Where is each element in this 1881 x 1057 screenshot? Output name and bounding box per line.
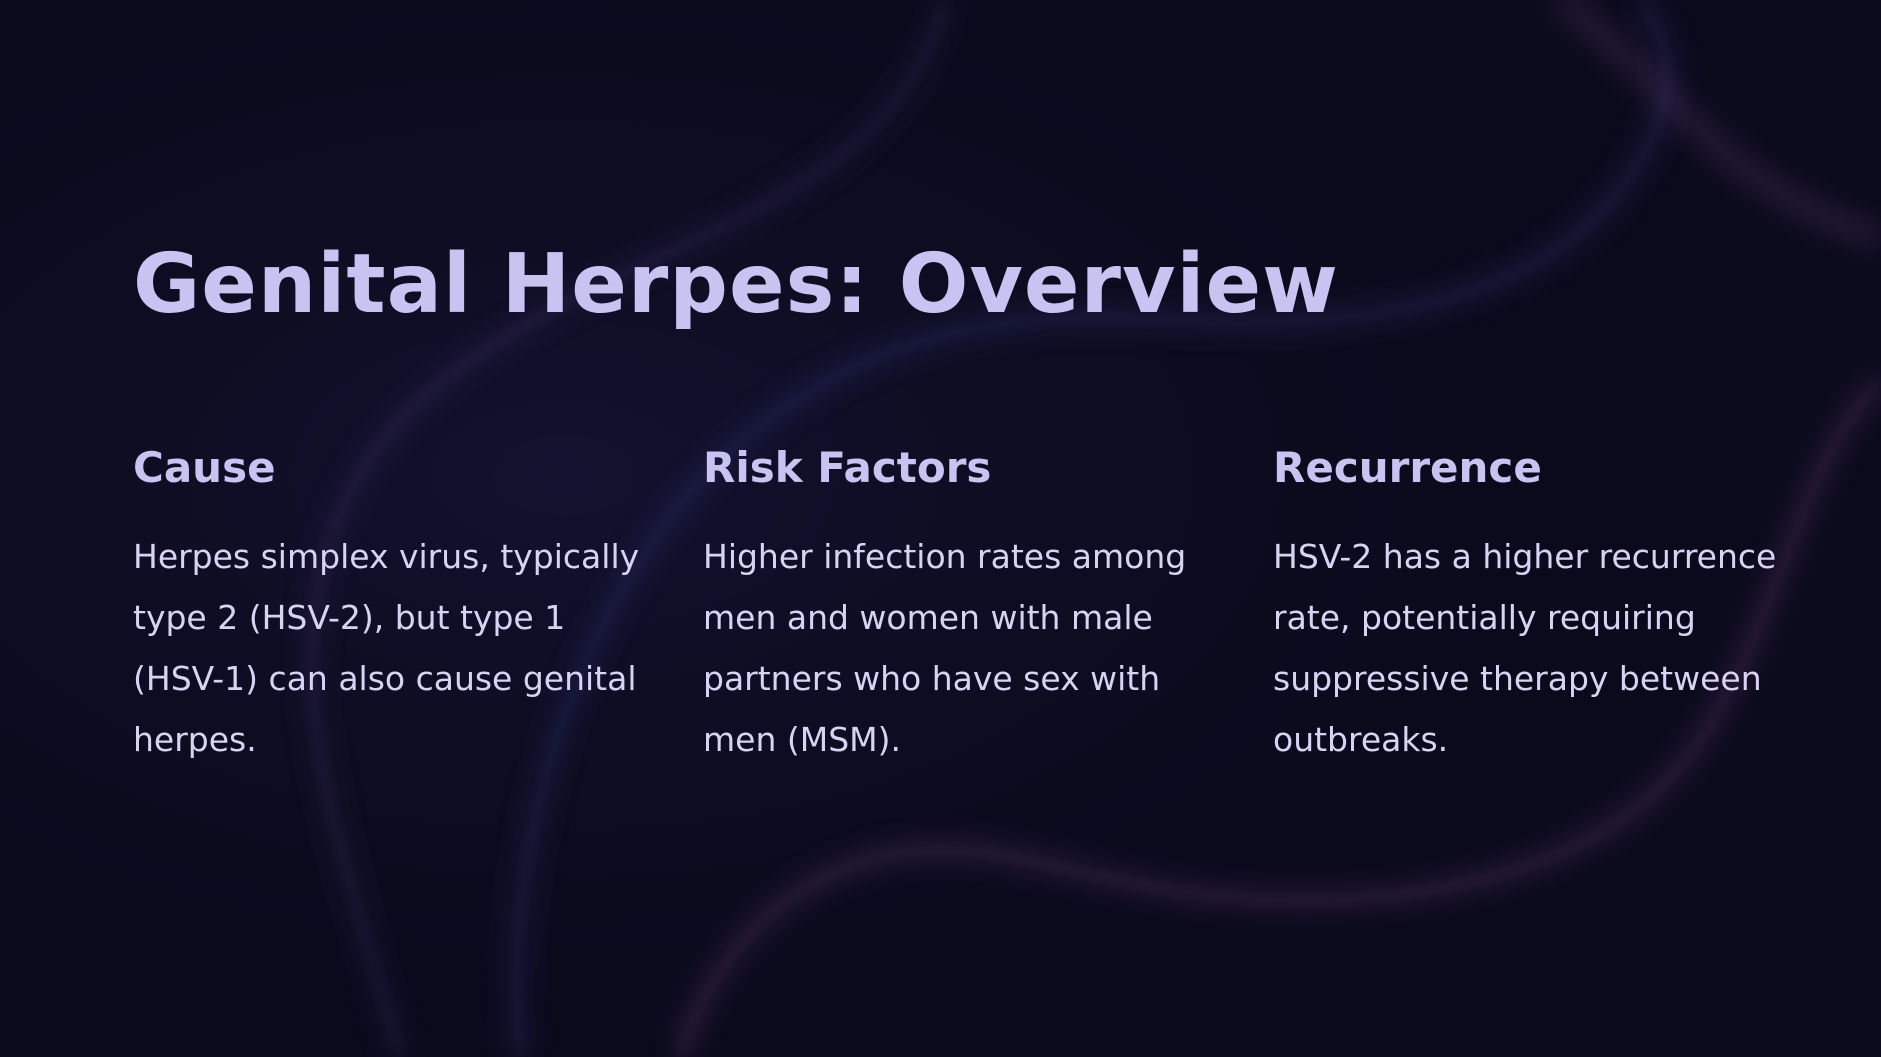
overview-columns: Cause Herpes simplex virus, typically ty… xyxy=(133,440,1813,840)
risk-factors-line: men and women with male xyxy=(703,598,1153,637)
cause-line: type 2 (HSV-2), but type 1 xyxy=(133,598,566,637)
risk-factors-line: Higher infection rates among xyxy=(703,537,1187,576)
recurrence-description: HSV-2 has a higher recurrence rate, pote… xyxy=(1273,526,1777,770)
risk-factors-description: Higher infection rates among men and wom… xyxy=(703,526,1203,770)
recurrence-line: suppressive therapy between xyxy=(1273,659,1762,698)
cause-line: (HSV-1) can also cause genital xyxy=(133,659,637,698)
cause-line: herpes. xyxy=(133,720,257,759)
cause-description: Herpes simplex virus, typically type 2 (… xyxy=(133,526,640,770)
slide-title: Genital Herpes: Overview xyxy=(133,237,1339,332)
cause-line: Herpes simplex virus, typically xyxy=(133,537,640,576)
recurrence-line: HSV-2 has a higher recurrence xyxy=(1273,537,1777,576)
recurrence-heading: Recurrence xyxy=(1273,443,1542,492)
risk-factors-column: Risk Factors Higher infection rates amon… xyxy=(703,440,1203,770)
cause-column: Cause Herpes simplex virus, typically ty… xyxy=(133,440,640,770)
risk-factors-heading: Risk Factors xyxy=(703,443,992,492)
recurrence-line: outbreaks. xyxy=(1273,720,1449,759)
risk-factors-line: men (MSM). xyxy=(703,720,901,759)
risk-factors-line: partners who have sex with xyxy=(703,659,1161,698)
recurrence-line: rate, potentially requiring xyxy=(1273,598,1696,637)
cause-heading: Cause xyxy=(133,443,276,492)
recurrence-column: Recurrence HSV-2 has a higher recurrence… xyxy=(1273,440,1777,770)
